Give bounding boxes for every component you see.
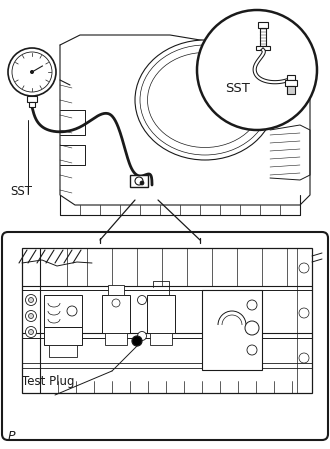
Text: P: P xyxy=(8,430,16,443)
Text: Test Plug: Test Plug xyxy=(22,375,75,388)
Circle shape xyxy=(140,181,144,185)
Circle shape xyxy=(247,300,257,310)
Bar xyxy=(105,333,127,345)
Bar xyxy=(150,333,172,345)
FancyBboxPatch shape xyxy=(2,232,328,440)
Bar xyxy=(27,96,37,102)
Bar xyxy=(44,295,82,327)
Bar xyxy=(260,28,266,46)
Bar xyxy=(287,86,295,94)
Circle shape xyxy=(28,330,34,335)
Bar xyxy=(49,345,77,357)
Circle shape xyxy=(299,353,309,363)
Bar xyxy=(130,175,148,187)
Bar xyxy=(285,80,297,86)
Circle shape xyxy=(12,52,52,92)
Circle shape xyxy=(25,326,37,338)
Ellipse shape xyxy=(140,45,270,155)
Bar xyxy=(258,22,268,28)
Bar xyxy=(102,295,130,333)
Text: SST: SST xyxy=(10,185,32,198)
Bar xyxy=(202,290,262,370)
Circle shape xyxy=(299,308,309,318)
Bar xyxy=(29,102,35,107)
Circle shape xyxy=(299,263,309,273)
Circle shape xyxy=(28,298,34,303)
Bar xyxy=(287,75,295,80)
Bar xyxy=(256,46,270,50)
Circle shape xyxy=(30,70,34,74)
Circle shape xyxy=(25,295,37,305)
Bar xyxy=(108,285,124,295)
Text: SST: SST xyxy=(225,82,250,95)
Circle shape xyxy=(138,331,147,340)
Circle shape xyxy=(197,10,317,130)
Circle shape xyxy=(25,311,37,321)
Circle shape xyxy=(138,295,147,304)
Bar xyxy=(44,327,82,345)
Circle shape xyxy=(135,177,143,185)
Ellipse shape xyxy=(148,53,262,148)
Circle shape xyxy=(67,306,77,316)
Circle shape xyxy=(112,299,120,307)
Bar xyxy=(22,248,312,393)
Bar xyxy=(147,295,175,333)
Ellipse shape xyxy=(135,40,275,160)
Circle shape xyxy=(247,345,257,355)
Circle shape xyxy=(245,321,259,335)
Circle shape xyxy=(8,48,56,96)
Circle shape xyxy=(132,336,142,346)
Circle shape xyxy=(28,313,34,318)
